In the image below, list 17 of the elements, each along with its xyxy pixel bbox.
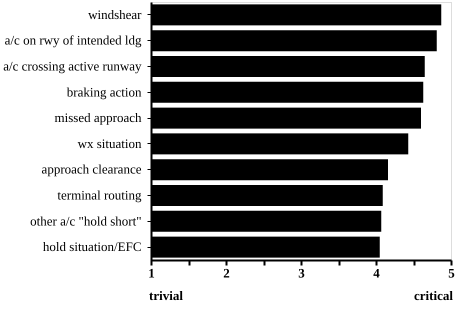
x-tick-label: 2 bbox=[223, 266, 230, 280]
y-tick-label: wx situation bbox=[78, 136, 142, 151]
text: trivial bbox=[149, 288, 184, 303]
y-tick-label: windshear bbox=[88, 6, 142, 22]
text: critical bbox=[414, 288, 454, 303]
y-tick-label: other a/c "hold short" bbox=[30, 213, 142, 228]
y-tick-label: approach clearance bbox=[42, 162, 142, 177]
y-tick-label: braking action bbox=[66, 84, 142, 100]
y-tick-label: missed approach bbox=[54, 110, 142, 126]
x-tick-label: 4 bbox=[373, 266, 380, 280]
y-tick-label: hold situation/EFC bbox=[42, 239, 142, 254]
x-tick-label: 1 bbox=[148, 266, 155, 280]
x-tick-label: 5 bbox=[448, 266, 456, 280]
y-tick-label: terminal routing bbox=[57, 188, 142, 202]
x-tick-label: 3 bbox=[298, 266, 306, 280]
y-tick-label: a/c on rwy of intended ldg bbox=[4, 32, 142, 48]
y-tick-label: a/c crossing active runway bbox=[3, 58, 142, 74]
